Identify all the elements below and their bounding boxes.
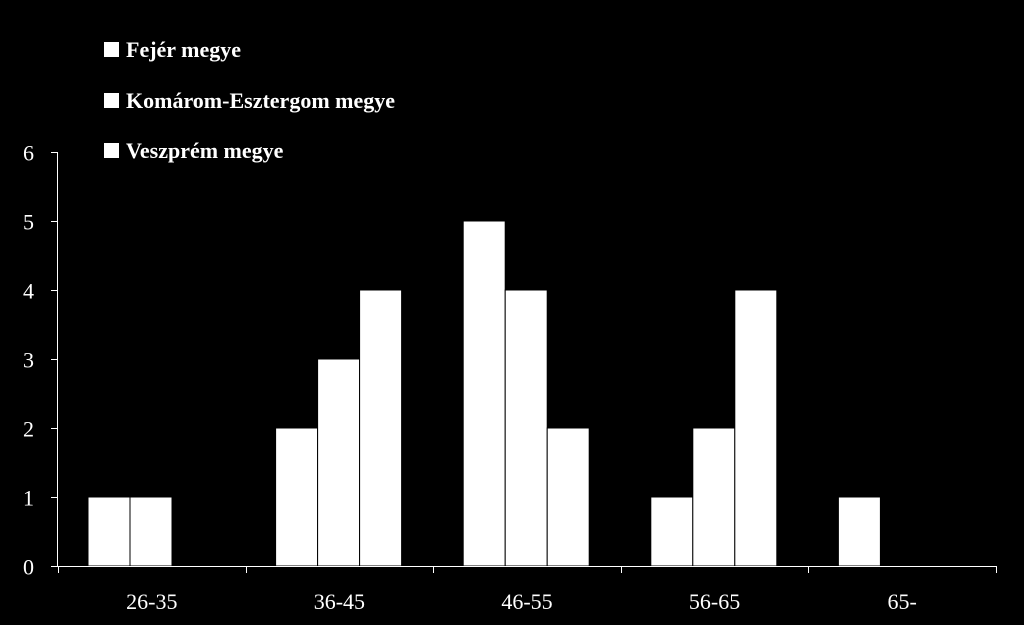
y-tick-label: 6: [23, 141, 34, 166]
bars-layer: [87, 220, 881, 567]
x-tick-label: 36-45: [314, 589, 365, 614]
bar-36-45-series-1: [317, 358, 361, 567]
bar-36-45-series-2: [359, 289, 403, 567]
y-tick-label: 4: [23, 279, 34, 304]
x-tick-label: 26-35: [126, 589, 177, 614]
bar-56-65-series-1: [692, 427, 736, 567]
y-tick-label: 1: [23, 486, 34, 511]
legend-label-veszprem: Veszprém megye: [126, 138, 284, 163]
legend-swatch-komarom-esztergom: [104, 93, 119, 108]
legend-swatch-veszprem: [104, 143, 119, 158]
x-tick-label: 56-65: [689, 589, 740, 614]
bar-56-65-series-0: [650, 496, 694, 567]
x-axis: 26-35 36-45 46-55 56-65 65-: [58, 566, 997, 614]
bar-26-35-series-1: [129, 496, 173, 567]
legend-item-komarom-esztergom: Komárom-Esztergom megye: [104, 88, 395, 113]
legend-label-fejer: Fejér megye: [126, 37, 241, 62]
bar-46-55-series-0: [462, 220, 506, 567]
x-tick-label: 65-: [888, 589, 917, 614]
y-tick-label: 3: [23, 348, 34, 373]
y-tick-label: 0: [23, 555, 34, 580]
y-tick-label: 5: [23, 210, 34, 235]
legend-label-komarom-esztergom: Komárom-Esztergom megye: [126, 88, 395, 113]
bar-56-65-series-2: [734, 289, 778, 567]
legend-item-veszprem: Veszprém megye: [104, 138, 284, 163]
bar-46-55-series-1: [504, 289, 548, 567]
bar-65--series-0: [837, 496, 881, 567]
bar-26-35-series-0: [87, 496, 131, 567]
y-tick-label: 2: [23, 417, 34, 442]
legend: Fejér megye Komárom-Esztergom megye Vesz…: [104, 37, 395, 163]
bar-36-45-series-0: [275, 427, 319, 567]
legend-item-fejer: Fejér megye: [104, 37, 241, 62]
x-tick-label: 46-55: [501, 589, 552, 614]
legend-swatch-fejer: [104, 42, 119, 57]
bar-46-55-series-2: [546, 427, 590, 567]
y-axis: 0 1 2 3 4 5 6: [23, 141, 58, 580]
